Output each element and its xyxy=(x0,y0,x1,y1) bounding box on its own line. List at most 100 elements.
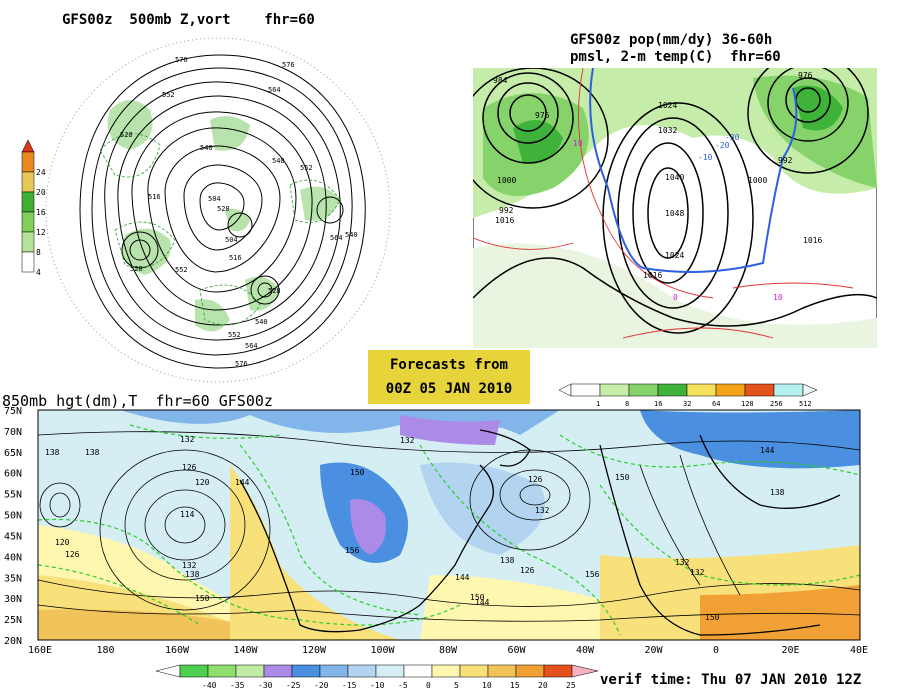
colorbar-tick-label: 5 xyxy=(454,681,459,690)
regional-height-label: 132 xyxy=(675,558,690,567)
colorbar-tick-label: 256 xyxy=(770,400,783,408)
latitude-tick-label: 70N xyxy=(4,427,22,438)
colorbar-swatch xyxy=(207,664,237,678)
colorbar-tick-label: 1 xyxy=(596,400,600,408)
regional-height-label: 150 xyxy=(470,593,485,602)
colorbar-tick-label: -35 xyxy=(230,681,245,690)
longitude-tick-label: 0 xyxy=(713,645,719,656)
precip-contour-label: 984 xyxy=(493,76,508,85)
hemi-contour-label: 564 xyxy=(245,342,258,350)
regional-height-label: 132 xyxy=(535,506,550,515)
hemi-contour-label: 540 xyxy=(255,318,268,326)
regional-height-label: 126 xyxy=(65,550,80,559)
regional-height-label: 150 xyxy=(615,473,630,482)
colorbar-swatch xyxy=(431,664,461,678)
precip-contour-label: 1016 xyxy=(803,236,822,245)
colorbar-swatch xyxy=(487,664,517,678)
hemi-contour-label: 552 xyxy=(228,331,241,339)
hemi-contour-label: 540 xyxy=(345,231,358,239)
latitude-tick-label: 65N xyxy=(4,448,22,459)
colorbar-swatch xyxy=(628,383,659,397)
regional-height-labels: 1381321261201141261321381501441561501321… xyxy=(45,435,785,622)
vorticity-contours xyxy=(99,133,341,326)
precip-contour-label: 1048 xyxy=(665,209,684,218)
colorbar-tick-label: 512 xyxy=(799,400,812,408)
colorbar-arrow-top xyxy=(21,139,35,153)
hemi-contour-label: 528 xyxy=(130,265,143,273)
colorbar-tick-label: 15 xyxy=(510,681,520,690)
regional-height-label: 138 xyxy=(45,448,60,457)
hemi-contour-label: 540 xyxy=(200,144,213,152)
colorbar-swatch xyxy=(375,664,405,678)
longitude-tick-label: 40W xyxy=(576,645,595,656)
colorbar-tick-label: 64 xyxy=(712,400,720,408)
regional-height-label: 120 xyxy=(55,538,70,547)
latitude-tick-label: 25N xyxy=(4,615,22,626)
precip-contour-label: 10 xyxy=(573,139,583,148)
longitude-tick-label: 20W xyxy=(645,645,664,656)
regional-height-label: 150 xyxy=(350,468,365,477)
precip-panel-title-line1: GFS00z pop(mm/dy) 36-60h xyxy=(570,32,773,48)
longitude-tick-label: 40E xyxy=(850,645,868,656)
colorbar-swatch xyxy=(21,191,35,213)
latitude-tick-label: 55N xyxy=(4,490,22,501)
precip-contour-label: -30 xyxy=(725,133,740,142)
regional-height-label: 144 xyxy=(475,598,490,607)
latitude-tick-label: 30N xyxy=(4,594,22,605)
longitude-tick-label: 180 xyxy=(97,645,115,656)
colorbar-tick-label: 10 xyxy=(482,681,492,690)
colorbar-tick-label: 32 xyxy=(683,400,691,408)
regional-height-label: 126 xyxy=(528,475,543,484)
latitude-tick-label: 60N xyxy=(4,469,22,480)
precip-contour-label: 1024 xyxy=(658,101,677,110)
hemispheric-panel-title: GFS00z 500mb Z,vort fhr=60 xyxy=(62,12,315,28)
regional-height-label: 132 xyxy=(180,435,195,444)
longitude-tick-label: 100W xyxy=(371,645,396,656)
longitude-tick-label: 140W xyxy=(234,645,259,656)
hemi-contour-label: 504 xyxy=(225,236,238,244)
colorbar-swatch xyxy=(570,383,601,397)
precip-contour-label: 1024 xyxy=(665,251,684,260)
regional-height-label: 144 xyxy=(235,478,250,487)
colorbar-swatch xyxy=(657,383,688,397)
colorbar-swatch xyxy=(543,664,573,678)
longitude-tick-label: 160W xyxy=(165,645,190,656)
colorbar-arrow-right xyxy=(571,664,599,678)
colorbar-arrow-right xyxy=(802,383,818,397)
precip-contour-label: 10 xyxy=(773,293,783,302)
temperature-colorbar: -40 -35 -30 -25 -20 -15 -10 -5 0 5 10 15 20 25 xyxy=(155,664,599,690)
hemi-contour-label: 528 xyxy=(217,205,230,213)
longitude-tick-label: 20E xyxy=(782,645,800,656)
colorbar-tick-label: 0 xyxy=(426,681,431,690)
colorbar-tick-label: -5 xyxy=(398,681,408,690)
longitude-tick-label: 120W xyxy=(302,645,327,656)
colorbar-swatch xyxy=(347,664,377,678)
colorbar-tick-label: 128 xyxy=(741,400,754,408)
precip-panel-labels: 9849769921000101610241032104010481024101… xyxy=(493,71,822,302)
colorbar-tick-label: 20 xyxy=(36,188,46,197)
regional-height-label: 144 xyxy=(760,446,775,455)
precip-contour-label: 1032 xyxy=(658,126,677,135)
longitude-tick-label: 60W xyxy=(508,645,527,656)
hemi-contour-label: 516 xyxy=(229,254,242,262)
regional-height-label: 114 xyxy=(180,510,195,519)
colorbar-swatch xyxy=(515,664,545,678)
colorbar-swatch xyxy=(21,211,35,233)
regional-height-label: 150 xyxy=(195,594,210,603)
colorbar-swatch xyxy=(599,383,630,397)
colorbar-tick-label: 4 xyxy=(36,268,41,277)
hemi-contour-label: 504 xyxy=(208,195,221,203)
colorbar-swatch xyxy=(179,664,209,678)
precip-contour-label: 992 xyxy=(499,206,514,215)
colorbar-swatch xyxy=(21,231,35,253)
hemi-contour-label: 576 xyxy=(282,61,295,69)
colorbar-tick-label: -20 xyxy=(314,681,329,690)
colorbar-tick-label: -15 xyxy=(342,681,357,690)
forecast-init-box: Forecasts from 00Z 05 JAN 2010 xyxy=(368,350,530,404)
regional-panel-title: 850mb hgt(dm),T fhr=60 GFS00z xyxy=(2,392,273,410)
colorbar-tick-label: -30 xyxy=(258,681,273,690)
colorbar-swatch xyxy=(21,171,35,193)
colorbar-tick-label: 25 xyxy=(566,681,576,690)
regional-height-label: 156 xyxy=(585,570,600,579)
